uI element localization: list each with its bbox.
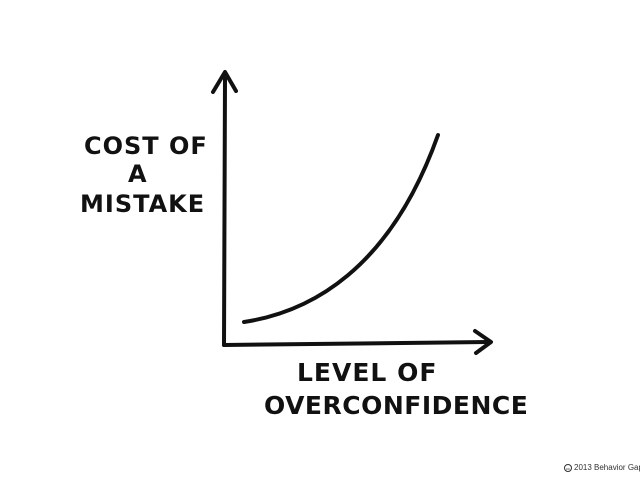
x-axis-line — [222, 340, 490, 347]
y-axis-arrowhead — [211, 70, 238, 94]
y-axis-label-line-2: a — [128, 160, 148, 188]
x-axis-label-line-2: Overconfidence — [264, 391, 529, 420]
x-axis-arrowhead — [473, 329, 493, 355]
x-axis-label-line-1: Level of — [297, 358, 438, 387]
cc-icon: cc — [564, 463, 572, 472]
copyright-text: 2013 Behavior Gap — [574, 463, 640, 472]
y-axis-line — [222, 76, 227, 347]
y-axis-label-line-1: Cost of — [84, 132, 208, 160]
copyright-notice: cc 2013 Behavior Gap — [564, 463, 640, 472]
y-axis-label-line-3: Mistake — [80, 190, 206, 218]
cost-curve — [242, 133, 440, 324]
